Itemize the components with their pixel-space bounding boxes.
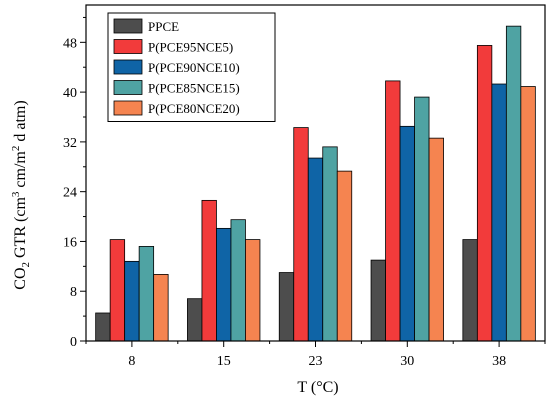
y-axis-title-subscript: 2 <box>20 262 32 268</box>
legend-label-2: P(PCE90NCE10) <box>148 60 240 75</box>
bar-0-3 <box>370 259 386 342</box>
y-tick-label-6: 48 <box>63 36 77 51</box>
bar-0-0 <box>95 312 111 342</box>
y-tick-label-0: 0 <box>70 335 77 350</box>
bar-1-1 <box>201 199 217 342</box>
y-tick-label-3: 24 <box>63 186 77 201</box>
legend-swatch-2 <box>113 59 143 75</box>
x-tick-label-4: 38 <box>492 354 506 369</box>
legend-label-3: P(PCE85NCE15) <box>148 81 240 96</box>
bar-1-3 <box>385 80 401 342</box>
x-axis-title: T (°C) <box>297 379 338 396</box>
y-tick-label-1: 8 <box>70 285 77 300</box>
bar-1-0 <box>109 239 126 342</box>
legend-swatch-4 <box>113 100 143 116</box>
bar-3-1 <box>230 219 246 342</box>
legend: PPCE P(PCE95NCE5) P(PCE90NCE10) P(PCE85NCE1… <box>107 12 276 122</box>
bar-3-4 <box>505 25 522 342</box>
bar-2-4 <box>491 83 507 342</box>
legend-label-4: P(PCE80NCE20) <box>148 101 240 116</box>
ticks-group: 8 15 23 30 38 0 8 16 24 32 40 48 <box>63 16 546 369</box>
y-axis-title-main: GTR (cm <box>12 197 29 262</box>
bar-3-2 <box>322 146 338 342</box>
y-tick-label-4: 32 <box>63 136 77 151</box>
x-tick-label-2: 23 <box>309 354 323 369</box>
legend-swatch-3 <box>113 80 143 95</box>
legend-swatch-0 <box>113 18 143 34</box>
bar-4-1 <box>245 239 261 342</box>
bar-4-4 <box>520 86 536 342</box>
bar-3-3 <box>414 96 430 342</box>
y-tick-label-5: 40 <box>63 86 77 101</box>
x-tick-label-0: 8 <box>128 354 135 369</box>
bar-4-3 <box>428 137 444 342</box>
y-axis-title-sup1: 3 <box>10 191 22 197</box>
y-axis-title-mid: cm/m <box>12 151 29 192</box>
y-axis-title-sup2: 2 <box>10 146 22 152</box>
bar-0-4 <box>462 239 478 342</box>
x-tick-label-3: 30 <box>400 354 414 369</box>
y-axis-title-tail: d atm) <box>12 100 29 145</box>
bar-2-3 <box>399 125 415 342</box>
bar-2-0 <box>124 260 140 342</box>
bars-group <box>95 25 536 342</box>
bar-3-0 <box>138 246 155 342</box>
bar-1-4 <box>476 45 493 342</box>
bar-4-2 <box>336 170 353 342</box>
bar-0-1 <box>187 298 203 342</box>
bar-1-2 <box>293 127 309 342</box>
bar-0-2 <box>278 272 295 342</box>
legend-label-0: PPCE <box>148 19 179 34</box>
bar-2-2 <box>307 157 324 342</box>
y-axis-title: CO2 GTR (cm3 cm/m2 d atm) <box>10 100 32 289</box>
y-axis-title-base: CO <box>12 267 29 289</box>
bar-4-0 <box>153 274 169 342</box>
bar-2-1 <box>216 227 232 342</box>
legend-swatch-1 <box>113 39 143 54</box>
y-tick-label-2: 16 <box>63 235 77 250</box>
x-tick-label-1: 15 <box>217 354 231 369</box>
legend-label-1: P(PCE95NCE5) <box>148 40 233 55</box>
